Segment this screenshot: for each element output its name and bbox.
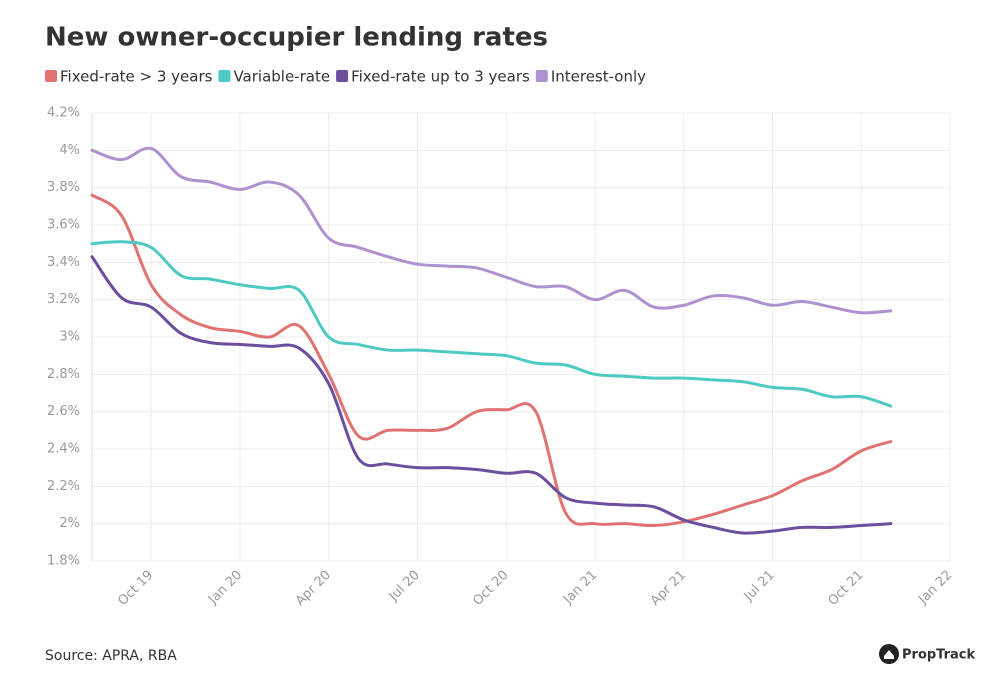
legend-label: Fixed-rate up to 3 years	[351, 68, 530, 86]
legend-swatch	[218, 70, 231, 82]
y-tick-label: 2.6%	[47, 404, 80, 419]
x-tick-label: Jul 20	[386, 568, 423, 605]
y-tick-label: 1.8%	[47, 554, 80, 569]
source: Source: APRA, RBA	[45, 648, 177, 664]
chart-title: New owner-occupier lending rates	[45, 23, 548, 53]
brand-logo: PropTrack	[879, 644, 976, 664]
y-tick-label: 2%	[59, 516, 80, 531]
legend-label: Interest-only	[551, 68, 646, 86]
legend-swatch	[45, 70, 57, 82]
x-tick-label: Jul 21	[741, 568, 778, 605]
legend-label: Fixed-rate > 3 years	[60, 68, 213, 86]
y-tick-label: 3.4%	[47, 255, 80, 270]
y-tick-label: 2.4%	[47, 442, 80, 457]
x-tick-label: Apr 20	[293, 568, 334, 609]
series-line	[90, 146, 893, 315]
y-tick-label: 3.6%	[47, 218, 80, 233]
series-line	[90, 193, 893, 528]
x-tick-label: Oct 21	[825, 568, 866, 609]
y-tick-label: 4.2%	[47, 106, 80, 121]
legend-swatch	[336, 70, 349, 82]
legend-swatch	[535, 70, 548, 82]
legend-label: Variable-rate	[233, 68, 330, 86]
y-tick-label: 4%	[59, 143, 80, 158]
y-tick-label: 3.8%	[47, 180, 80, 195]
x-tick-label: Jan 20	[205, 568, 245, 608]
y-tick-label: 2.2%	[47, 479, 80, 494]
y-tick-label: 3%	[59, 330, 80, 345]
x-tick-label: Oct 20	[470, 568, 511, 609]
logo-house	[884, 650, 894, 659]
x-tick-label: Apr 21	[648, 568, 689, 609]
series-line	[90, 255, 893, 535]
series-line	[90, 240, 893, 408]
x-tick-label: Jan 21	[560, 568, 600, 608]
brand-name: PropTrack	[902, 648, 976, 663]
x-tick-label: Oct 19	[115, 568, 156, 609]
x-tick-label: Jan 22	[915, 568, 955, 608]
y-tick-label: 3.2%	[47, 292, 80, 307]
y-tick-label: 2.8%	[47, 367, 80, 382]
